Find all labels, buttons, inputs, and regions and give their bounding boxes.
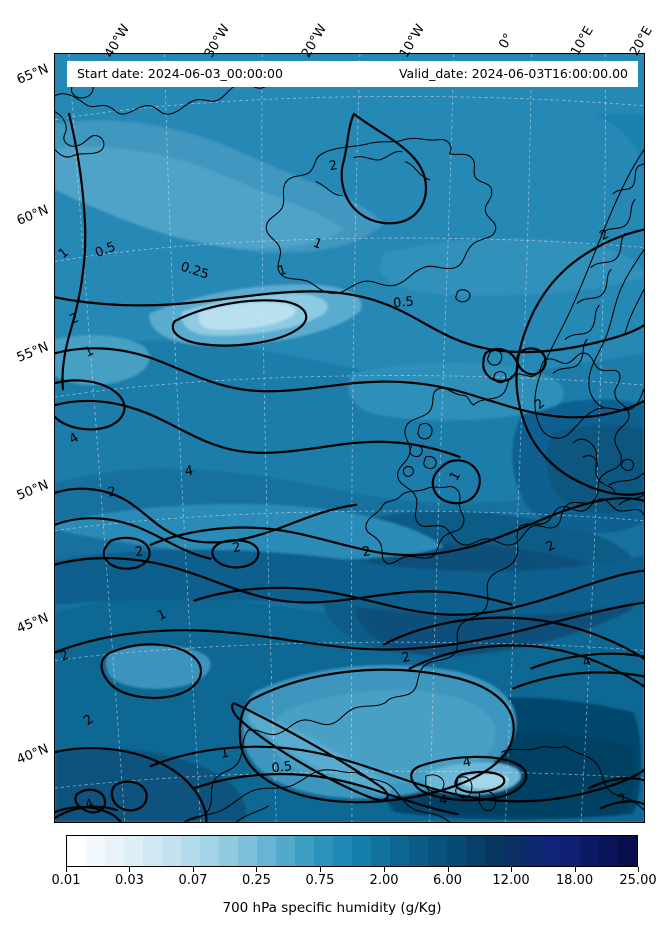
- colorbar[interactable]: [66, 835, 638, 867]
- colorbar-segment: [428, 836, 447, 866]
- colorbar-segment: [352, 836, 371, 866]
- colorbar-segment: [181, 836, 200, 866]
- svg-text:0.5: 0.5: [93, 239, 118, 261]
- colorbar-segment: [371, 836, 390, 866]
- colorbar-segment: [219, 836, 238, 866]
- colorbar-segment: [409, 836, 428, 866]
- colorbar-segment: [618, 836, 637, 866]
- colorbar-tick-label: 18.00: [555, 873, 594, 888]
- colorbar-tick-label: 0.25: [241, 873, 271, 888]
- colorbar-segment: [105, 836, 124, 866]
- map-axes[interactable]: 2 1 2 0.5 1 0.25 1 0.5 2 1 2 4 4 1 2 2 2…: [54, 53, 645, 823]
- colorbar-segment: [200, 836, 219, 866]
- svg-text:2: 2: [106, 484, 117, 500]
- start-date-label: Start date: 2024-06-03_00:00:00: [77, 65, 283, 81]
- colorbar-gradient: [67, 836, 637, 866]
- colorbar-tick-mark: [129, 867, 131, 872]
- colorbar-segment: [466, 836, 485, 866]
- latitude-tick-label: 55°N: [14, 339, 51, 366]
- colorbar-segment: [485, 836, 504, 866]
- colorbar-tick-mark: [574, 867, 576, 872]
- colorbar-tick-label: 0.07: [178, 873, 208, 888]
- svg-text:2: 2: [361, 544, 371, 560]
- colorbar-tick-label: 6.00: [433, 873, 462, 888]
- colorbar-segment: [257, 836, 276, 866]
- colorbar-tick-mark: [511, 867, 513, 872]
- svg-text:4: 4: [462, 755, 473, 771]
- colorbar-segment: [580, 836, 599, 866]
- latitude-tick-label: 60°N: [14, 202, 51, 229]
- colorbar-segment: [295, 836, 314, 866]
- colorbar-tick-mark: [638, 867, 639, 872]
- colorbar-segment: [504, 836, 523, 866]
- colorbar-segment: [542, 836, 561, 866]
- colorbar-tick-mark: [447, 867, 449, 872]
- colorbar-segment: [86, 836, 105, 866]
- colorbar-tick-label: 0.01: [51, 873, 81, 888]
- colorbar-segment: [447, 836, 466, 866]
- colorbar-segment: [561, 836, 580, 866]
- colorbar-segment: [314, 836, 333, 866]
- humidity-map: 2 1 2 0.5 1 0.25 1 0.5 2 1 2 4 4 1 2 2 2…: [55, 54, 644, 822]
- svg-text:4: 4: [184, 463, 194, 479]
- colorbar-tick-label: 25.00: [619, 873, 657, 888]
- colorbar-tick-mark: [256, 867, 258, 872]
- colorbar-segment: [238, 836, 257, 866]
- date-banner: Start date: 2024-06-03_00:00:00 Valid_da…: [67, 61, 638, 87]
- svg-text:1: 1: [277, 263, 289, 280]
- colorbar-title: 700 hPa specific humidity (g/Kg): [222, 900, 442, 916]
- latitude-tick-label: 40°N: [14, 741, 51, 768]
- colorbar-tick-label: 12.00: [492, 873, 530, 888]
- longitude-tick-label: 0°: [495, 31, 517, 52]
- colorbar-segment: [124, 836, 143, 866]
- svg-text:2: 2: [328, 158, 339, 174]
- colorbar-segment: [599, 836, 618, 866]
- colorbar-segment: [67, 836, 86, 866]
- contour-layer: [55, 112, 644, 822]
- colorbar-tick-label: 2.00: [369, 873, 399, 888]
- colorbar-tick-mark: [384, 867, 386, 872]
- colorbar-segment: [143, 836, 162, 866]
- svg-text:2: 2: [231, 540, 242, 556]
- svg-text:0.5: 0.5: [271, 759, 293, 776]
- colorbar-tick-mark: [66, 867, 67, 872]
- colorbar-tick-mark: [319, 867, 321, 872]
- colorbar-segment: [523, 836, 542, 866]
- colorbar-segment: [162, 836, 181, 866]
- svg-text:2: 2: [134, 544, 144, 560]
- svg-text:1: 1: [219, 746, 230, 762]
- colorbar-tick-label: 0.75: [305, 873, 335, 888]
- svg-text:4: 4: [439, 793, 448, 809]
- svg-text:2: 2: [400, 650, 411, 666]
- colorbar-segment: [390, 836, 409, 866]
- valid-date-label: Valid_date: 2024-06-03T16:00:00.00: [398, 65, 628, 81]
- latitude-tick-label: 45°N: [14, 610, 51, 637]
- svg-text:0.5: 0.5: [392, 294, 414, 311]
- latitude-tick-label: 65°N: [14, 61, 51, 88]
- colorbar-segment: [276, 836, 295, 866]
- colorbar-tick-mark: [192, 867, 194, 872]
- colorbar-segment: [333, 836, 352, 866]
- longitude-tick-label: 20°E: [627, 23, 656, 59]
- latitude-tick-label: 50°N: [14, 477, 51, 504]
- colorbar-tick-label: 0.03: [115, 873, 144, 888]
